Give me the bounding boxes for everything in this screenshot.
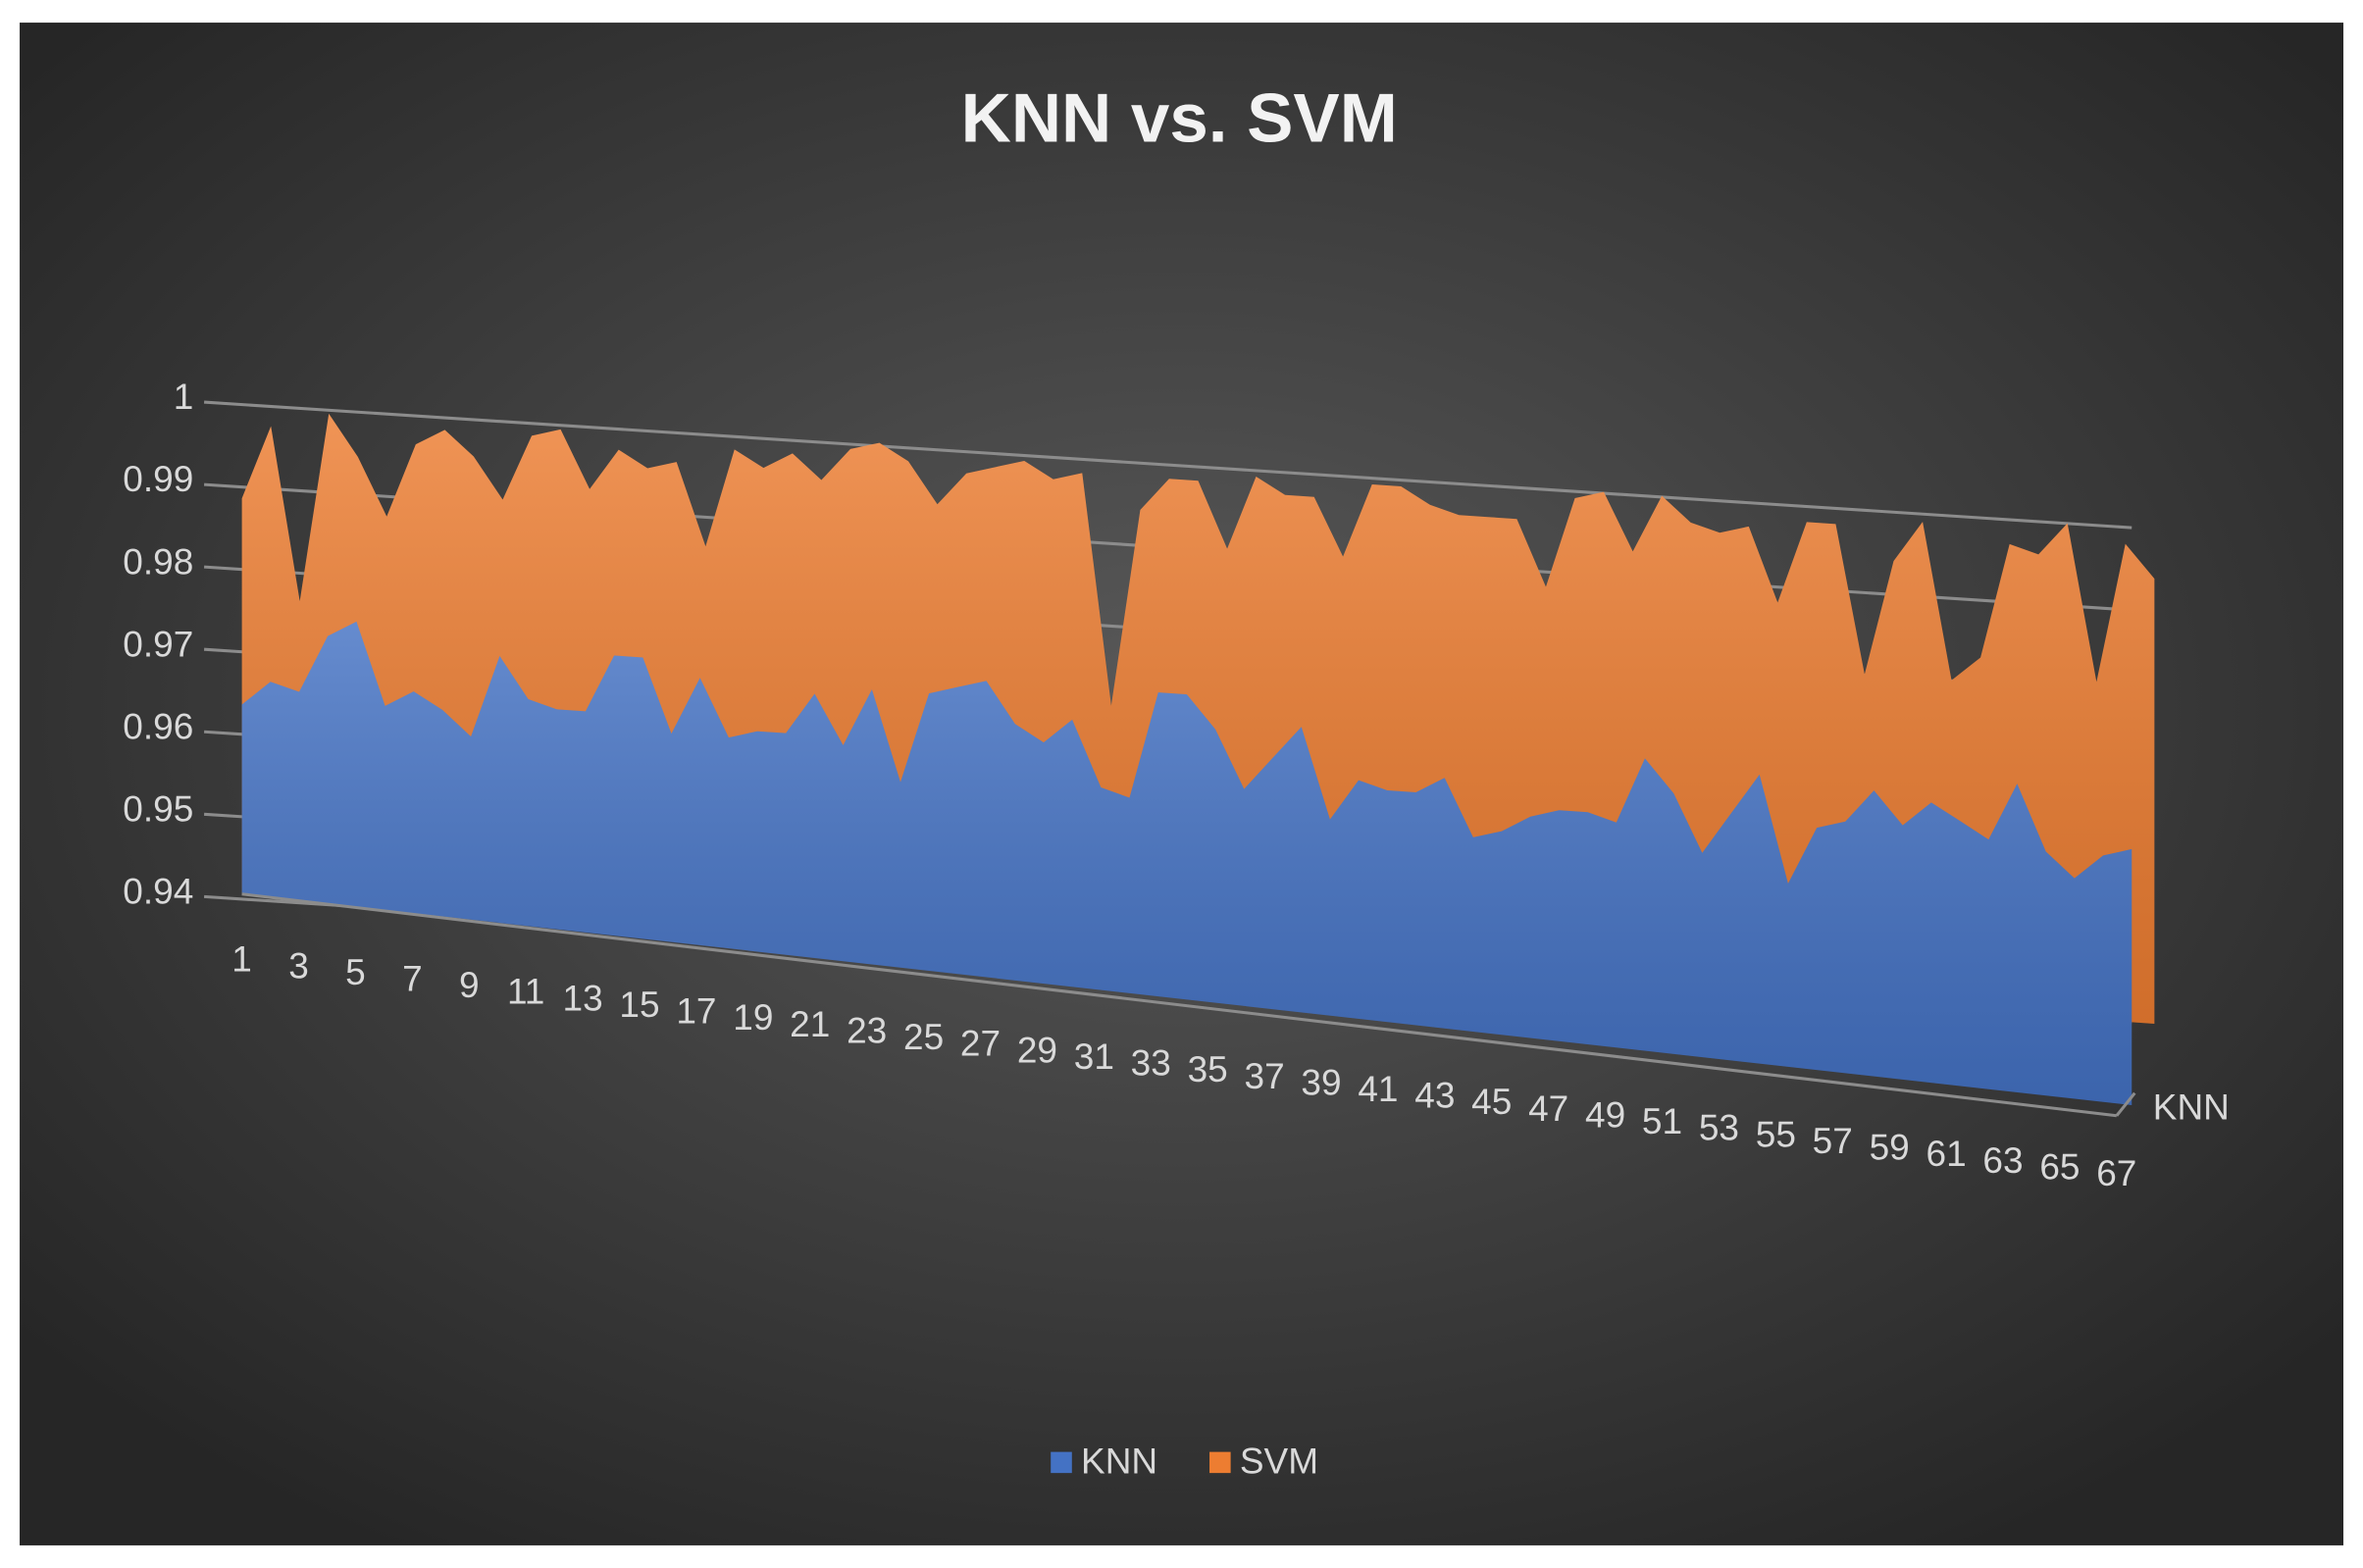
y-tick-label: 0.94 [123, 872, 193, 912]
x-tick-label: 27 [960, 1024, 1001, 1064]
y-tick-label: 0.96 [123, 706, 193, 746]
x-tick-label: 11 [507, 972, 544, 1012]
x-tick-label: 29 [1017, 1030, 1057, 1070]
x-tick-label: 17 [676, 991, 716, 1032]
y-tick-label: 1 [174, 377, 194, 417]
area-sheen [241, 621, 2132, 1105]
y-tick-label: 0.95 [123, 788, 193, 829]
x-tick-label: 49 [1585, 1095, 1625, 1136]
y-tick-label: 0.98 [123, 541, 193, 582]
legend-label: KNN [1081, 1442, 1157, 1482]
x-tick-label: 55 [1756, 1114, 1796, 1154]
x-tick-label: 5 [345, 952, 366, 992]
legend-label: SVM [1240, 1442, 1318, 1482]
grid-line [203, 400, 2132, 530]
x-axis-line [241, 892, 2118, 1118]
x-tick-label: 23 [847, 1010, 887, 1050]
x-tick-label: 57 [1813, 1121, 1853, 1161]
x-tick-label: 7 [402, 959, 423, 999]
x-tick-label: 59 [1870, 1128, 1910, 1168]
x-tick-label: 61 [1926, 1134, 1967, 1174]
x-tick-label: 25 [903, 1017, 944, 1057]
x-tick-label: 65 [2039, 1146, 2080, 1187]
x-tick-label: 63 [1982, 1140, 2023, 1181]
x-tick-label: 19 [733, 997, 773, 1037]
depth-axis-line [2115, 1091, 2136, 1117]
x-tick-label: 47 [1528, 1088, 1568, 1129]
x-tick-label: 39 [1301, 1062, 1341, 1102]
x-tick-label: 43 [1414, 1076, 1455, 1116]
x-tick-label: 53 [1699, 1108, 1739, 1148]
x-tick-label: 51 [1642, 1101, 1682, 1141]
x-tick-label: 31 [1074, 1037, 1114, 1077]
x-tick-label: 21 [790, 1004, 830, 1044]
x-tick-label: 3 [288, 945, 309, 986]
chart-title: KNN vs. SVM [961, 80, 1398, 158]
x-tick-label: 13 [563, 978, 603, 1018]
x-tick-label: 15 [619, 985, 659, 1025]
y-tick-label: 0.99 [123, 459, 193, 499]
x-tick-label: 35 [1188, 1049, 1228, 1089]
x-tick-label: 41 [1358, 1069, 1398, 1109]
x-tick-label: 33 [1131, 1043, 1171, 1084]
legend-swatch [1051, 1451, 1072, 1474]
x-tick-label: 45 [1471, 1082, 1512, 1122]
x-tick-label: 9 [459, 965, 480, 1005]
x-tick-label: 67 [2096, 1153, 2136, 1193]
y-tick-label: 0.97 [123, 624, 193, 664]
x-tick-label: 37 [1245, 1056, 1285, 1096]
depth-tick-label: KNN [2153, 1087, 2230, 1127]
x-tick-label: 1 [231, 939, 252, 980]
legend-swatch [1209, 1451, 1231, 1474]
